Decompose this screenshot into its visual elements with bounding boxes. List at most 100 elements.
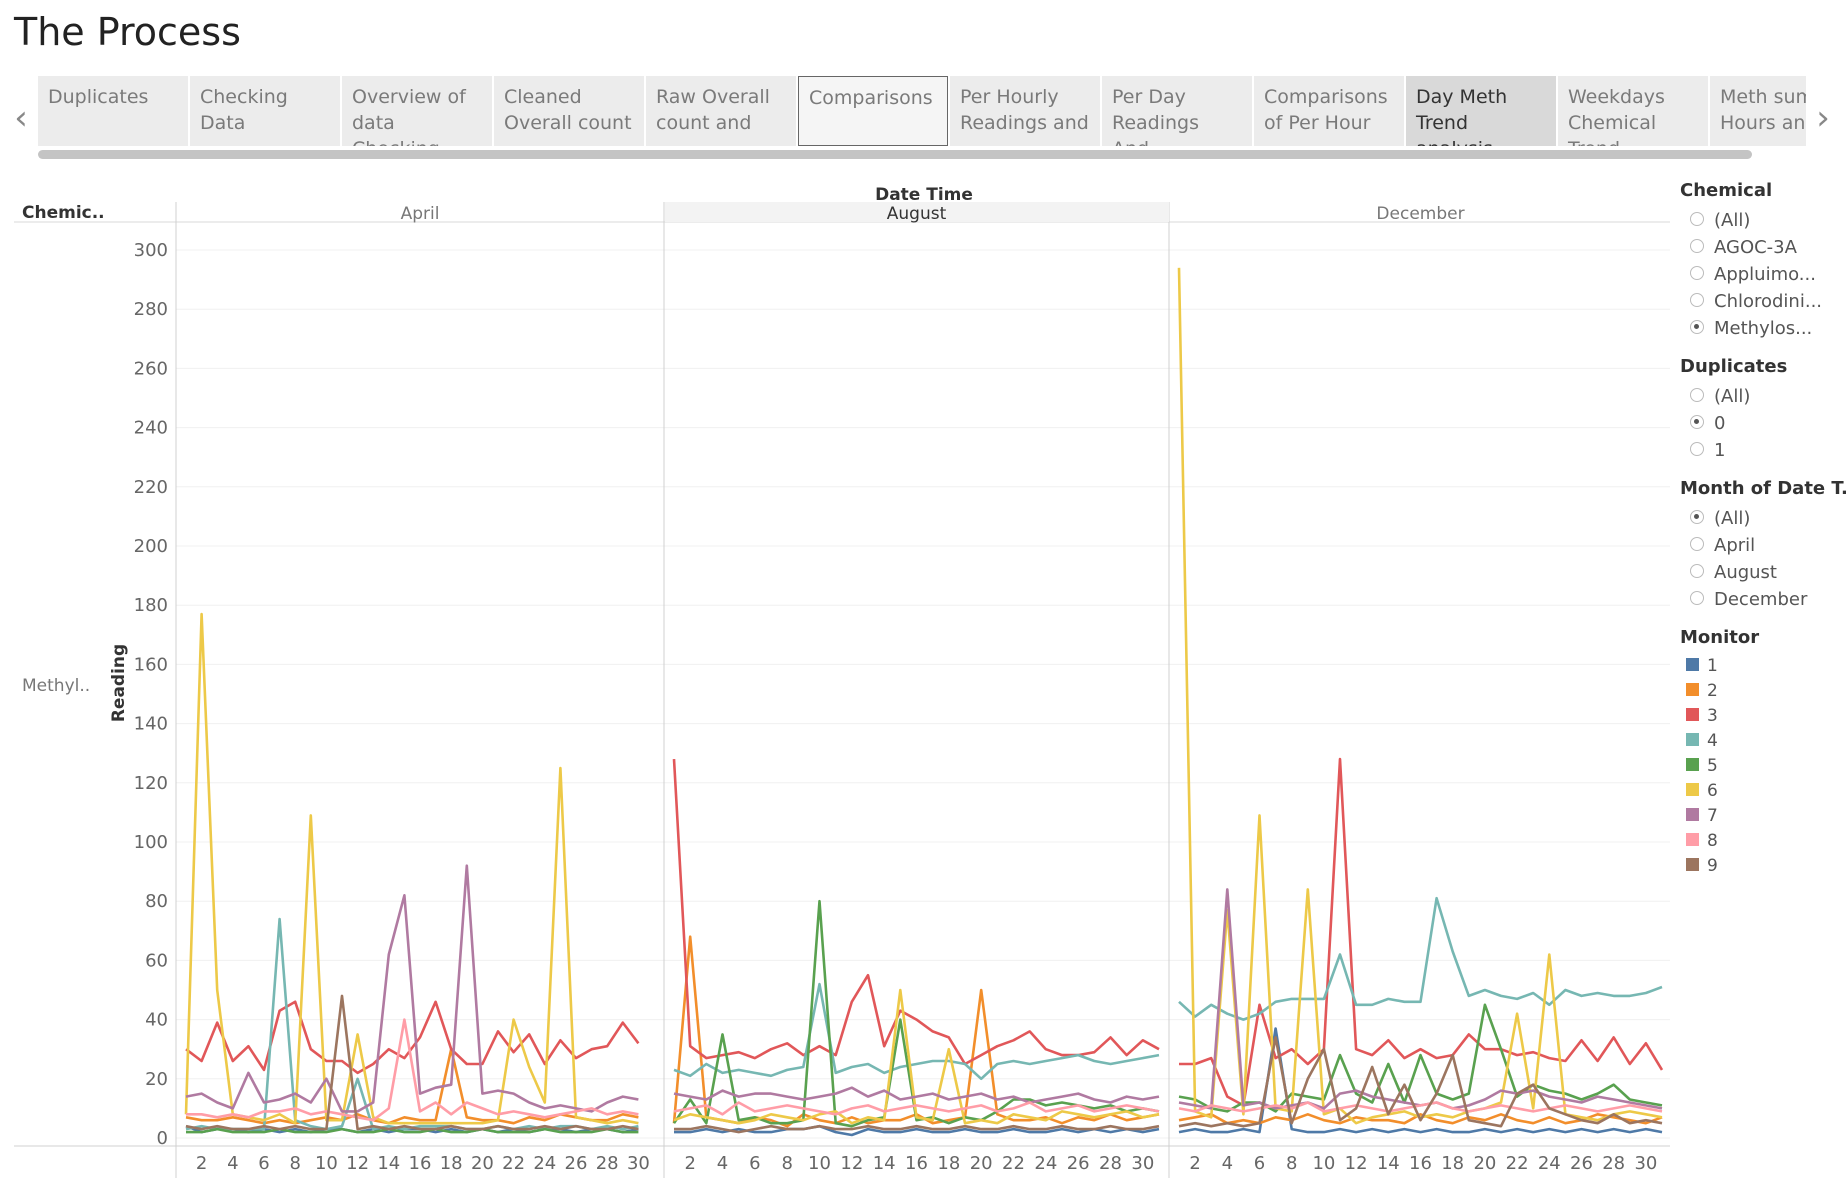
radio-icon[interactable]	[1690, 537, 1704, 551]
x-tick-label: 2	[196, 1153, 207, 1174]
y-tick-label: 20	[145, 1069, 168, 1090]
month-option[interactable]: (All)	[1680, 505, 1846, 532]
series-line-monitor-3	[185, 1000, 640, 1075]
x-tick-label: 14	[1377, 1153, 1400, 1174]
x-tick-label: 20	[1473, 1153, 1496, 1174]
tab-overview-of-data-checking[interactable]: Overview of data Checking	[342, 76, 492, 146]
series-line-monitor-1	[674, 1124, 1160, 1137]
legend-item[interactable]: 4	[1680, 729, 1846, 754]
month-option[interactable]: April	[1680, 532, 1846, 559]
tab-meth-sum-hours-ana[interactable]: Meth sum Hours ana	[1710, 76, 1806, 146]
x-tick-label: 18	[937, 1153, 960, 1174]
monitor-legend: Monitor 1 2 3 4 5 6 7 8 9	[1680, 627, 1846, 879]
tab-scrollbar[interactable]	[38, 150, 1752, 159]
chemical-option[interactable]: AGOC-3A	[1680, 234, 1846, 261]
series-line-monitor-5	[672, 899, 1160, 1128]
radio-icon[interactable]	[1690, 591, 1704, 605]
x-tick-label: 6	[1254, 1153, 1265, 1174]
legend-item[interactable]: 2	[1680, 679, 1846, 704]
filter-title: Month of Date T..	[1680, 478, 1846, 499]
duplicates-option[interactable]: 0	[1680, 410, 1846, 437]
legend-label: 6	[1707, 781, 1718, 801]
series-line-monitor-9	[1178, 1036, 1663, 1128]
x-tick-label: 4	[1222, 1153, 1233, 1174]
x-tick-label: 2	[1189, 1153, 1200, 1174]
series-line-monitor-4	[1178, 896, 1663, 1021]
y-tick-label: 40	[145, 1010, 168, 1031]
option-label: Appluimo...	[1714, 264, 1816, 285]
panel-title-december: December	[1376, 204, 1464, 224]
radio-icon[interactable]	[1690, 564, 1704, 578]
series-line-monitor-8	[1178, 1101, 1663, 1113]
tab-comparisons-of-per-hour[interactable]: Comparisons of Per Hour	[1254, 76, 1404, 146]
y-tick-label: 260	[134, 358, 168, 379]
tab-raw-overall-count-and[interactable]: Raw Overall count and	[646, 76, 796, 146]
x-tick-label: 30	[1131, 1153, 1154, 1174]
radio-icon[interactable]	[1690, 510, 1704, 524]
x-tick-label: 8	[781, 1153, 792, 1174]
legend-item[interactable]: 9	[1680, 854, 1846, 879]
radio-icon[interactable]	[1690, 320, 1704, 334]
chemical-option[interactable]: Chlorodini...	[1680, 288, 1846, 315]
tab-weekdays-chemical-trend[interactable]: Weekdays Chemical Trend	[1558, 76, 1708, 146]
x-tick-label: 18	[440, 1153, 463, 1174]
row-label: Methyl..	[22, 676, 90, 696]
y-tick-label: 200	[134, 536, 168, 557]
tab-comparisons[interactable]: Comparisons	[798, 76, 948, 146]
x-tick-label: 12	[346, 1153, 369, 1174]
chemical-option[interactable]: Appluimo...	[1680, 261, 1846, 288]
legend-item[interactable]: 7	[1680, 804, 1846, 829]
series-line-monitor-5	[186, 1127, 639, 1134]
radio-icon[interactable]	[1690, 266, 1704, 280]
chevron-right-icon[interactable]: ›	[1816, 98, 1830, 138]
legend-swatch	[1686, 682, 1699, 696]
filter-panel: Chemical (All) AGOC-3A Appluimo... Chlorodi…	[1680, 180, 1846, 893]
tab-checking-data[interactable]: Checking Data	[190, 76, 340, 146]
month-filter: Month of Date T.. (All) April August Decemb…	[1680, 478, 1846, 613]
x-tick-label: 20	[471, 1153, 494, 1174]
x-tick-label: 4	[227, 1153, 238, 1174]
x-tick-label: 28	[1602, 1153, 1625, 1174]
y-tick-label: 220	[134, 477, 168, 498]
radio-icon[interactable]	[1690, 442, 1704, 456]
series-line-monitor-9	[674, 1124, 1160, 1134]
x-tick-label: 18	[1441, 1153, 1464, 1174]
legend-item[interactable]: 8	[1680, 829, 1846, 854]
series-line-monitor-1	[1178, 1027, 1663, 1134]
y-axis-label: Reading	[109, 644, 129, 722]
radio-icon[interactable]	[1690, 212, 1704, 226]
radio-icon[interactable]	[1690, 293, 1704, 307]
page-title: The Process	[14, 10, 241, 54]
legend-item[interactable]: 5	[1680, 754, 1846, 779]
x-tick-label: 10	[1312, 1153, 1335, 1174]
y-tick-label: 80	[145, 891, 168, 912]
radio-icon[interactable]	[1690, 415, 1704, 429]
x-tick-label: 12	[840, 1153, 863, 1174]
month-option[interactable]: August	[1680, 559, 1846, 586]
radio-icon[interactable]	[1690, 388, 1704, 402]
y-tick-label: 140	[134, 714, 168, 735]
chemical-option[interactable]: Methylos...	[1680, 315, 1846, 342]
tab-per-hourly-readings-and[interactable]: Per Hourly Readings and	[950, 76, 1100, 146]
legend-item[interactable]: 6	[1680, 779, 1846, 804]
chevron-left-icon[interactable]: ‹	[14, 98, 28, 138]
x-tick-label: 28	[1099, 1153, 1122, 1174]
tab-day-meth-trend-analysis[interactable]: Day Meth Trend analysis	[1406, 76, 1556, 146]
month-option[interactable]: December	[1680, 586, 1846, 613]
tab-duplicates[interactable]: Duplicates	[38, 76, 188, 146]
option-label: December	[1714, 589, 1808, 610]
x-tick-label: 26	[1570, 1153, 1593, 1174]
option-label: (All)	[1714, 210, 1751, 231]
legend-item[interactable]: 1	[1680, 654, 1846, 679]
chemical-option[interactable]: (All)	[1680, 207, 1846, 234]
radio-icon[interactable]	[1690, 239, 1704, 253]
legend-item[interactable]: 3	[1680, 704, 1846, 729]
y-tick-label: 240	[134, 418, 168, 439]
series-line-monitor-3	[1179, 757, 1664, 1107]
tab-cleaned-overall-count[interactable]: Cleaned Overall count	[494, 76, 644, 146]
tab-per-day-readings-and[interactable]: Per Day Readings And	[1102, 76, 1252, 146]
duplicates-option[interactable]: 1	[1680, 437, 1846, 464]
duplicates-option[interactable]: (All)	[1680, 383, 1846, 410]
legend-swatch	[1686, 807, 1699, 821]
option-label: Chlorodini...	[1714, 291, 1823, 312]
